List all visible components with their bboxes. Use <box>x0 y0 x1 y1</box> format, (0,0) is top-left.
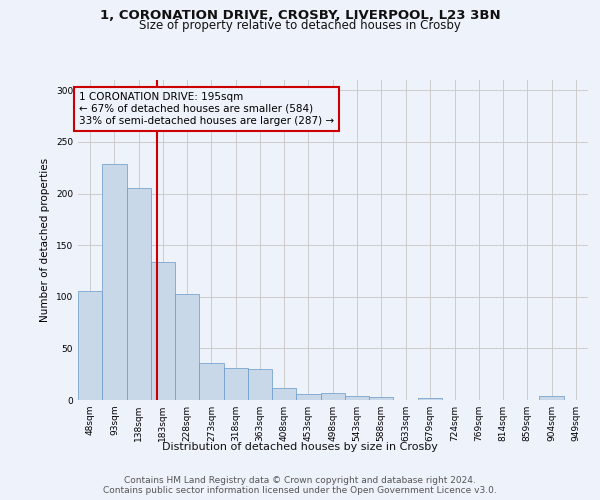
Bar <box>199 363 224 400</box>
Bar <box>539 396 564 400</box>
Text: Contains public sector information licensed under the Open Government Licence v3: Contains public sector information licen… <box>103 486 497 495</box>
Bar <box>78 290 102 400</box>
Bar <box>320 393 345 400</box>
Bar <box>418 398 442 400</box>
Text: 1 CORONATION DRIVE: 195sqm
← 67% of detached houses are smaller (584)
33% of sem: 1 CORONATION DRIVE: 195sqm ← 67% of deta… <box>79 92 334 126</box>
Text: Distribution of detached houses by size in Crosby: Distribution of detached houses by size … <box>162 442 438 452</box>
Text: Size of property relative to detached houses in Crosby: Size of property relative to detached ho… <box>139 19 461 32</box>
Bar <box>151 262 175 400</box>
Bar <box>127 188 151 400</box>
Bar <box>102 164 127 400</box>
Bar <box>296 394 320 400</box>
Bar <box>345 396 369 400</box>
Bar <box>369 397 394 400</box>
Bar <box>175 294 199 400</box>
Text: 1, CORONATION DRIVE, CROSBY, LIVERPOOL, L23 3BN: 1, CORONATION DRIVE, CROSBY, LIVERPOOL, … <box>100 9 500 22</box>
Text: Contains HM Land Registry data © Crown copyright and database right 2024.: Contains HM Land Registry data © Crown c… <box>124 476 476 485</box>
Y-axis label: Number of detached properties: Number of detached properties <box>40 158 50 322</box>
Bar <box>248 369 272 400</box>
Bar <box>272 388 296 400</box>
Bar <box>224 368 248 400</box>
